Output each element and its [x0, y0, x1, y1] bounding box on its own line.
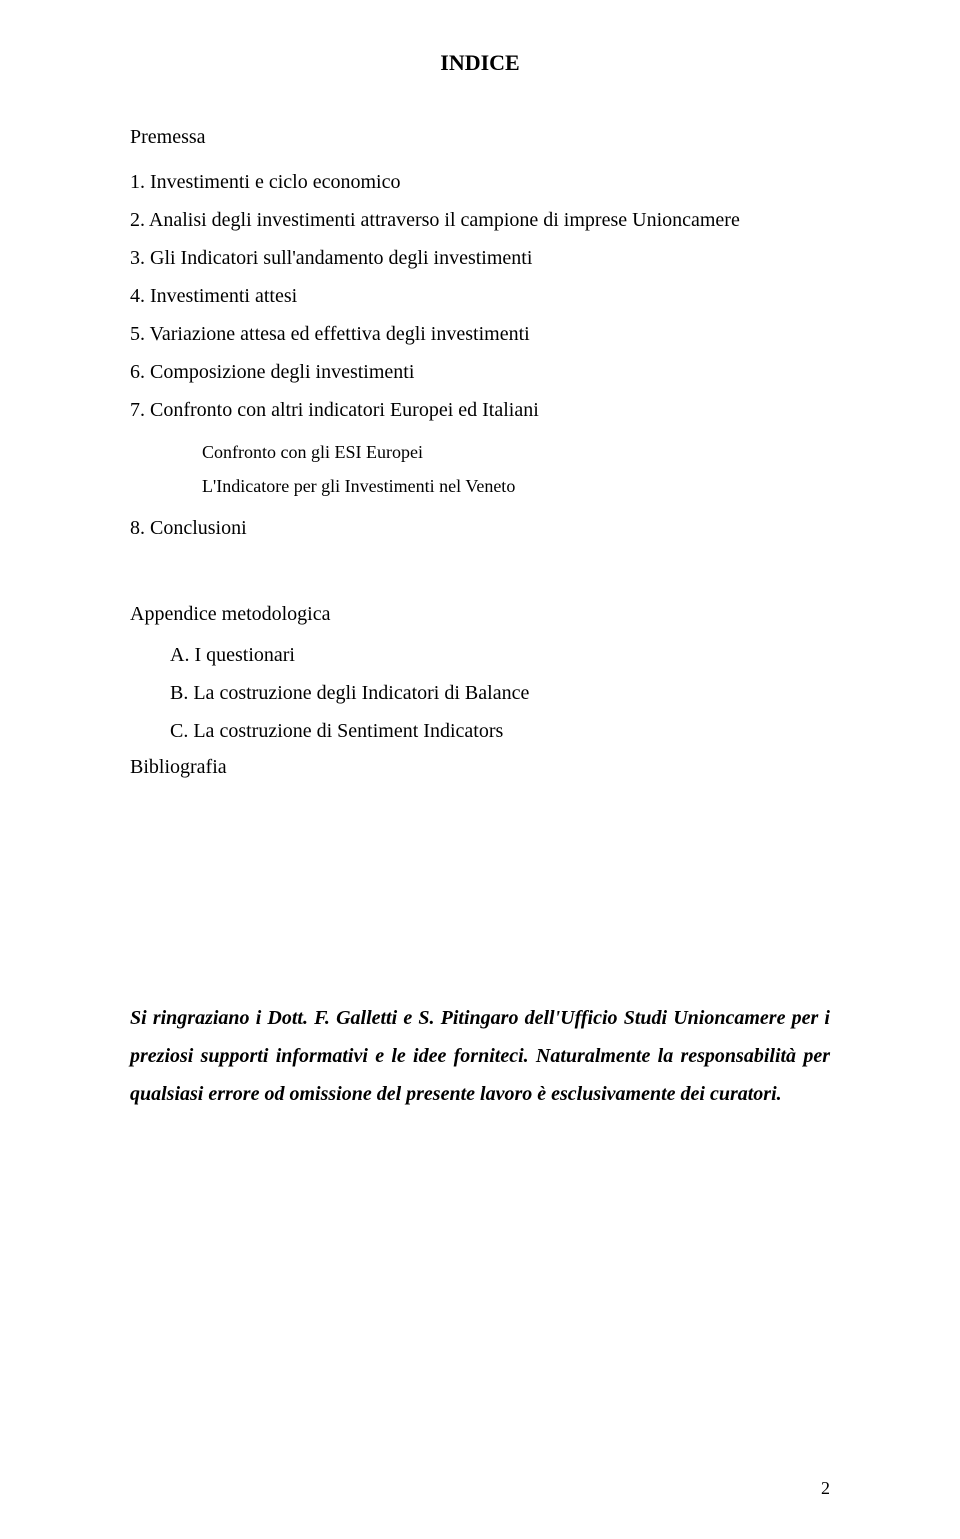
toc-label: Conclusioni: [150, 517, 247, 539]
appendix-heading: Appendice metodologica: [130, 603, 830, 626]
toc-item: 3. Gli Indicatori sull'andamento degli i…: [130, 239, 830, 277]
toc-item: 6. Composizione degli investimenti: [130, 353, 830, 391]
main-toc-list-cont: 8. Conclusioni: [130, 509, 830, 547]
appendix-item: A. I questionari: [170, 636, 830, 674]
document-title: INDICE: [130, 50, 830, 76]
toc-sublist: Confronto con gli ESI Europei L'Indicato…: [202, 435, 830, 503]
appendix-label: I questionari: [194, 644, 295, 666]
appendix-letter: A.: [170, 644, 189, 666]
toc-num: 2.: [130, 209, 145, 231]
page-container: INDICE Premessa 1. Investimenti e ciclo …: [0, 0, 960, 1539]
toc-item: 8. Conclusioni: [130, 509, 830, 547]
appendix-item: C. La costruzione di Sentiment Indicator…: [170, 712, 830, 750]
main-toc-list: 1. Investimenti e ciclo economico 2. Ana…: [130, 163, 830, 429]
toc-subitem: L'Indicatore per gli Investimenti nel Ve…: [202, 469, 830, 503]
premessa-label: Premessa: [130, 126, 830, 149]
toc-label: Composizione degli investimenti: [150, 361, 414, 383]
toc-label: Investimenti e ciclo economico: [150, 171, 400, 193]
toc-label: Investimenti attesi: [150, 285, 297, 307]
toc-num: 1.: [130, 171, 145, 193]
toc-subitem: Confronto con gli ESI Europei: [202, 435, 830, 469]
acknowledgment-text: Si ringraziano i Dott. F. Galletti e S. …: [130, 999, 830, 1113]
appendix-letter: C.: [170, 720, 188, 742]
toc-item: 1. Investimenti e ciclo economico: [130, 163, 830, 201]
toc-num: 4.: [130, 285, 145, 307]
page-number: 2: [821, 1478, 830, 1499]
bibliografia-label: Bibliografia: [130, 756, 830, 779]
toc-item: 7. Confronto con altri indicatori Europe…: [130, 391, 830, 429]
toc-item: 5. Variazione attesa ed effettiva degli …: [130, 315, 830, 353]
appendix-label: La costruzione degli Indicatori di Balan…: [193, 682, 529, 704]
toc-label: Confronto con altri indicatori Europei e…: [150, 399, 539, 421]
appendix-list: A. I questionari B. La costruzione degli…: [170, 636, 830, 750]
toc-label: Analisi degli investimenti attraverso il…: [149, 209, 740, 231]
toc-item: 4. Investimenti attesi: [130, 277, 830, 315]
appendix-letter: B.: [170, 682, 188, 704]
toc-num: 7.: [130, 399, 145, 421]
toc-label: Gli Indicatori sull'andamento degli inve…: [150, 247, 532, 269]
appendix-label: La costruzione di Sentiment Indicators: [193, 720, 503, 742]
toc-num: 5.: [130, 323, 145, 345]
toc-item: 2. Analisi degli investimenti attraverso…: [130, 201, 830, 239]
toc-num: 8.: [130, 517, 145, 539]
toc-num: 6.: [130, 361, 145, 383]
toc-num: 3.: [130, 247, 145, 269]
toc-label: Variazione attesa ed effettiva degli inv…: [150, 323, 530, 345]
appendix-item: B. La costruzione degli Indicatori di Ba…: [170, 674, 830, 712]
